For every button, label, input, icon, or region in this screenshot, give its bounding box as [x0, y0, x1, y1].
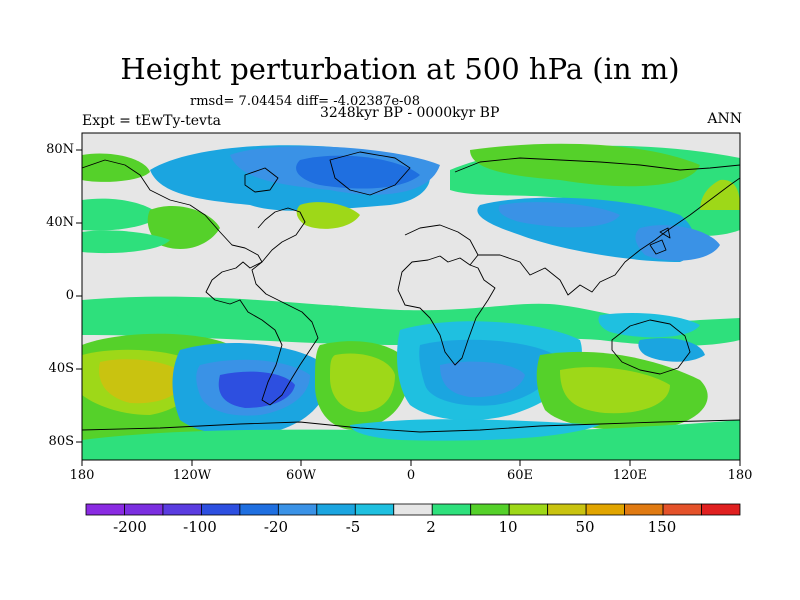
colorbar-swatch [470, 503, 510, 516]
lon-label-180-west: 180 [69, 468, 95, 483]
hudson-bay-coast [244, 167, 279, 193]
experiment-label: Expt = tEwTy-tevta [82, 113, 221, 129]
colorbar-label-8: 150 [647, 518, 677, 536]
contour-pacific-nw [82, 198, 160, 231]
colorbar-label-6: 10 [498, 518, 518, 536]
colorbar-label-2: -100 [183, 518, 217, 536]
colorbar-swatch [393, 503, 433, 516]
colorbar-swatch [316, 503, 356, 516]
colorbar-swatch [201, 503, 241, 516]
colorbar-swatch [85, 503, 125, 516]
lat-label-80n: 80N [46, 142, 74, 157]
colorbar-swatch [239, 503, 279, 516]
coastlines [82, 151, 740, 433]
antarctica-coast [82, 419, 740, 433]
contour-drake-passage-core [218, 371, 295, 408]
colorbar-label-3: -20 [263, 518, 289, 536]
contour-east-pacific-north [700, 179, 740, 210]
lon-label-60e: 60E [506, 468, 534, 483]
colorbar-swatch [701, 503, 741, 516]
contour-tropical-east-pacific [82, 304, 180, 331]
colorbar-swatch [585, 503, 625, 516]
lat-label-0: 0 [65, 288, 74, 303]
colorbar-swatch [162, 503, 202, 516]
colorbar-swatch [354, 503, 395, 516]
lon-label-0: 0 [406, 468, 416, 483]
colorbar [85, 503, 741, 516]
lon-label-120e: 120E [612, 468, 648, 483]
colorbar-label-5: 2 [426, 518, 436, 536]
colorbar-label-1: -200 [113, 518, 147, 536]
contour-south-indian-core [440, 361, 525, 398]
contour-greenland-core [296, 155, 420, 189]
europe-coast [404, 224, 479, 266]
colorbar-swatch [431, 503, 472, 516]
axis-ticks [76, 149, 741, 466]
lon-label-120w: 120W [172, 468, 212, 483]
colorbar-swatch [547, 503, 587, 516]
stats-line: rmsd= 7.04454 diff= -4.02387e-08 [190, 94, 420, 109]
contour-pacific-east [82, 230, 170, 254]
lon-label-60w: 60W [286, 468, 316, 483]
colorbar-swatch [277, 503, 318, 516]
africa-coast [397, 255, 496, 366]
contour-field [82, 133, 740, 460]
lat-label-40s: 40S [48, 361, 74, 376]
lon-label-180-east: 180 [727, 468, 753, 483]
colorbar-swatch [124, 503, 164, 516]
greenland-coast [329, 151, 411, 196]
contour-labrador [296, 202, 360, 229]
contour-central-us [147, 206, 220, 249]
asia-south-coast [478, 177, 740, 296]
season-label: ANN [707, 111, 742, 127]
colorbar-swatch [508, 503, 549, 516]
americas-east-coast [251, 207, 319, 406]
colorbar-label-7: 50 [575, 518, 595, 536]
contour-tropical-atlantic [248, 304, 420, 336]
contour-central-asia [498, 202, 620, 228]
contour-south-atlantic-core [330, 353, 395, 412]
japan-coast [649, 227, 671, 255]
lat-label-40n: 40N [46, 215, 74, 230]
siberia-coast [454, 157, 740, 173]
colorbar-swatch [662, 503, 702, 516]
colorbar-label-4: -5 [345, 518, 361, 536]
colorbar-swatch [624, 503, 664, 516]
contour-alaska [82, 153, 150, 182]
contour-australia-east [638, 338, 705, 362]
lat-label-80s: 80S [48, 434, 74, 449]
contour-south-ocean-east-core [560, 367, 670, 414]
australia-coast [611, 319, 691, 375]
americas-west-coast [82, 159, 283, 406]
contour-south-pacific-core [99, 359, 185, 404]
contour-japan [635, 225, 720, 261]
map-title: Height perturbation at 500 hPa (in m) [120, 52, 680, 86]
contour-siberia [470, 143, 700, 187]
period-line: 3248kyr BP - 0000kyr BP [320, 105, 500, 121]
